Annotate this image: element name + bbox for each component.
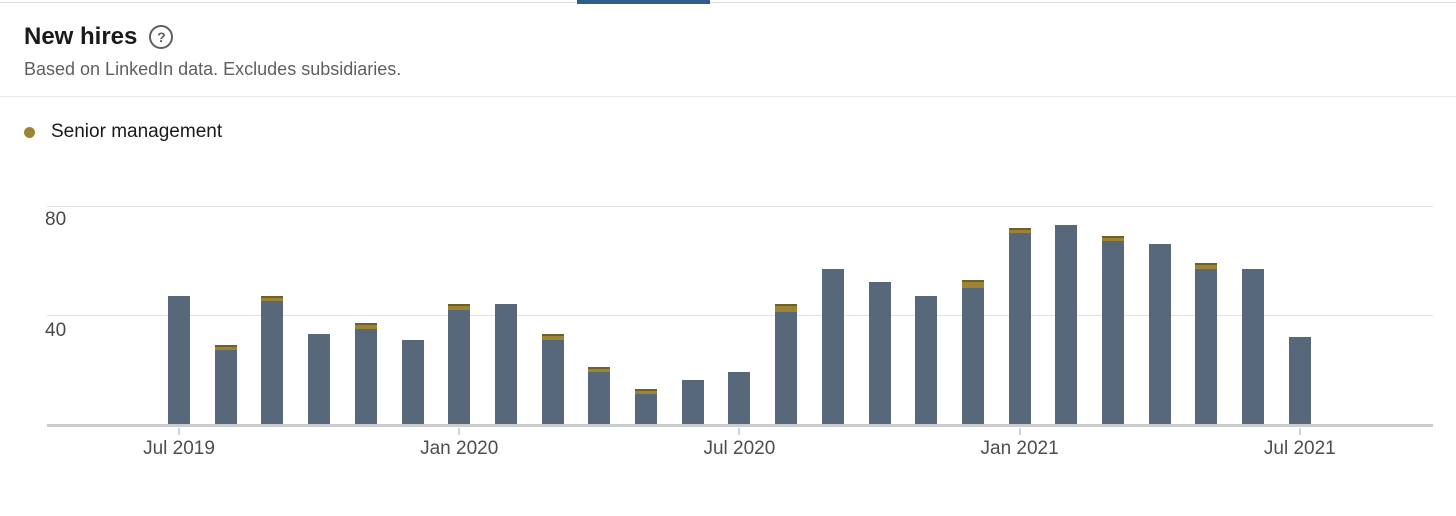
bar-segment-all-hires (1195, 268, 1218, 424)
subtitle: Based on LinkedIn data. Excludes subsidi… (24, 59, 402, 79)
x-axis-tick (1018, 428, 1021, 435)
gridline-40 (47, 315, 1433, 316)
x-axis-label-jul-2020: Jul 2020 (703, 438, 776, 459)
x-axis-label-jul-2019: Jul 2019 (143, 438, 215, 459)
bar-segment-all-hires (1102, 241, 1124, 424)
bar-may-2020[interactable] (635, 388, 657, 424)
bar-aug-2019[interactable] (214, 344, 237, 424)
bar-jul-2021[interactable] (1288, 336, 1311, 424)
bar-segment-senior-management (1102, 235, 1124, 242)
bar-nov-2020[interactable] (915, 295, 938, 424)
bar-segment-senior-management (775, 304, 798, 313)
bar-jul-2020[interactable] (728, 372, 751, 424)
bar-segment-all-hires (915, 295, 938, 424)
bar-segment-all-hires (354, 328, 377, 424)
bar-segment-all-hires (1008, 233, 1031, 424)
bar-aug-2020[interactable] (775, 304, 798, 424)
bar-segment-all-hires (541, 339, 564, 424)
bar-apr-2020[interactable] (588, 366, 611, 424)
bar-segment-senior-management (961, 279, 984, 288)
bar-mar-2021[interactable] (1102, 235, 1124, 424)
bar-mar-2020[interactable] (541, 334, 564, 424)
bar-segment-all-hires (1148, 244, 1171, 424)
bar-dec-2020[interactable] (961, 279, 984, 424)
bar-segment-all-hires (1242, 268, 1265, 424)
bar-segment-all-hires (635, 394, 657, 424)
bar-sep-2019[interactable] (261, 295, 284, 424)
bar-segment-senior-management (448, 304, 471, 310)
bar-feb-2020[interactable] (494, 304, 517, 424)
y-axis-label-80: 80 (45, 209, 67, 230)
bar-segment-all-hires (168, 295, 190, 424)
bar-jun-2021[interactable] (1242, 268, 1265, 424)
bar-segment-all-hires (401, 339, 424, 424)
bar-oct-2020[interactable] (868, 282, 891, 424)
x-axis-label-jul-2021: Jul 2021 (1263, 438, 1336, 459)
bar-jan-2020[interactable] (448, 304, 471, 424)
x-axis-label-jan-2020: Jan 2020 (420, 438, 499, 459)
bar-segment-all-hires (214, 350, 237, 424)
header-divider (0, 96, 1456, 97)
gridline-80 (47, 206, 1433, 207)
bar-segment-all-hires (448, 309, 471, 424)
bar-segment-senior-management (541, 334, 564, 340)
active-tab-indicator (577, 0, 710, 4)
bar-segment-all-hires (821, 268, 844, 424)
bar-segment-all-hires (681, 380, 704, 424)
legend: Senior management (24, 121, 222, 143)
bar-segment-senior-management (354, 323, 377, 329)
bar-segment-senior-management (588, 366, 611, 373)
bar-chart-plot-area: Jul 2019 Jan 2020 Jul 2020 Jan 2021 Jul 2021 (47, 206, 1433, 459)
bar-segment-all-hires (588, 372, 611, 424)
bar-segment-senior-management (214, 344, 237, 351)
bar-oct-2019[interactable] (308, 334, 331, 424)
legend-label-senior-management: Senior management (51, 121, 223, 142)
bar-segment-all-hires (1288, 336, 1311, 424)
bar-may-2021[interactable] (1195, 263, 1218, 424)
bar-segment-all-hires (261, 301, 284, 424)
bar-jun-2020[interactable] (681, 380, 704, 424)
bar-sep-2020[interactable] (821, 268, 844, 424)
bar-segment-all-hires (868, 282, 891, 424)
bar-segment-all-hires (494, 304, 517, 424)
x-axis-tick (738, 428, 741, 435)
bar-segment-all-hires (775, 312, 798, 424)
x-axis-tick (178, 428, 180, 435)
x-axis-line (47, 424, 1433, 427)
legend-dot-senior-management (24, 126, 35, 138)
bar-segment-senior-management (635, 388, 657, 395)
help-icon[interactable]: ? (149, 25, 174, 49)
bar-segment-all-hires (308, 334, 331, 424)
x-axis-tick (1298, 428, 1301, 435)
bar-apr-2021[interactable] (1148, 244, 1171, 424)
page-title: New hires (24, 23, 138, 50)
bar-nov-2019[interactable] (354, 323, 377, 424)
bar-segment-senior-management (1195, 263, 1218, 269)
y-axis-label-40: 40 (45, 320, 67, 341)
bar-segment-all-hires (728, 372, 751, 424)
bar-feb-2021[interactable] (1055, 225, 1078, 424)
top-divider (0, 2, 1456, 3)
bar-segment-all-hires (1055, 225, 1078, 424)
chart-header: New hires ? Based on LinkedIn data. Excl… (24, 22, 1432, 80)
x-axis-label-jan-2021: Jan 2021 (980, 438, 1059, 459)
bar-jul-2019[interactable] (168, 295, 190, 424)
x-axis-tick (458, 428, 461, 435)
bar-segment-all-hires (961, 287, 984, 424)
bar-dec-2019[interactable] (401, 339, 424, 424)
bar-jan-2021[interactable] (1008, 227, 1031, 424)
bar-segment-senior-management (1008, 227, 1031, 234)
bar-segment-senior-management (261, 295, 284, 302)
